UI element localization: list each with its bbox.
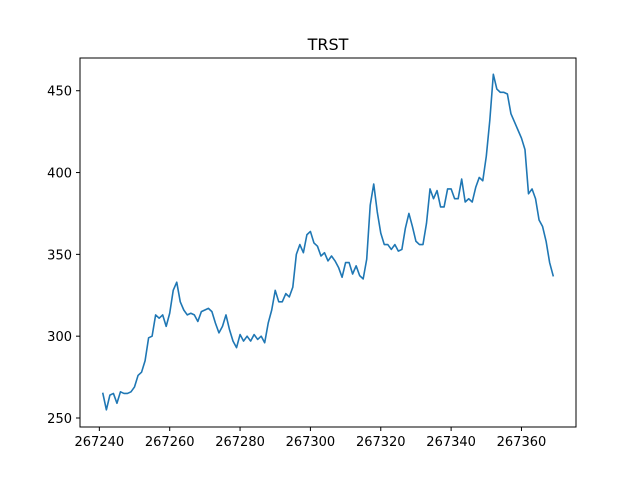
x-axis: 267240 267260 267280 267300 267320 267340 2673…: [75, 427, 547, 450]
y-axis: 250 300 350 400 450: [47, 85, 80, 427]
y-tick-label: 400: [47, 167, 72, 182]
series-layer: [101, 73, 555, 411]
chart-title: TRST: [307, 35, 349, 54]
x-tick-label: 267340: [426, 435, 476, 450]
y-tick-label: 250: [47, 412, 72, 427]
y-tick-label: 300: [47, 330, 72, 345]
series-line-0: [101, 73, 555, 411]
x-tick-label: 267360: [497, 435, 547, 450]
x-tick-label: 267260: [145, 435, 195, 450]
y-tick-label: 450: [47, 85, 72, 100]
x-tick-label: 267280: [215, 435, 265, 450]
y-tick-label: 350: [47, 248, 72, 263]
x-tick-label: 267300: [286, 435, 336, 450]
x-tick-label: 267320: [356, 435, 406, 450]
plot-frame: [79, 57, 577, 428]
x-tick-label: 267240: [75, 435, 125, 450]
